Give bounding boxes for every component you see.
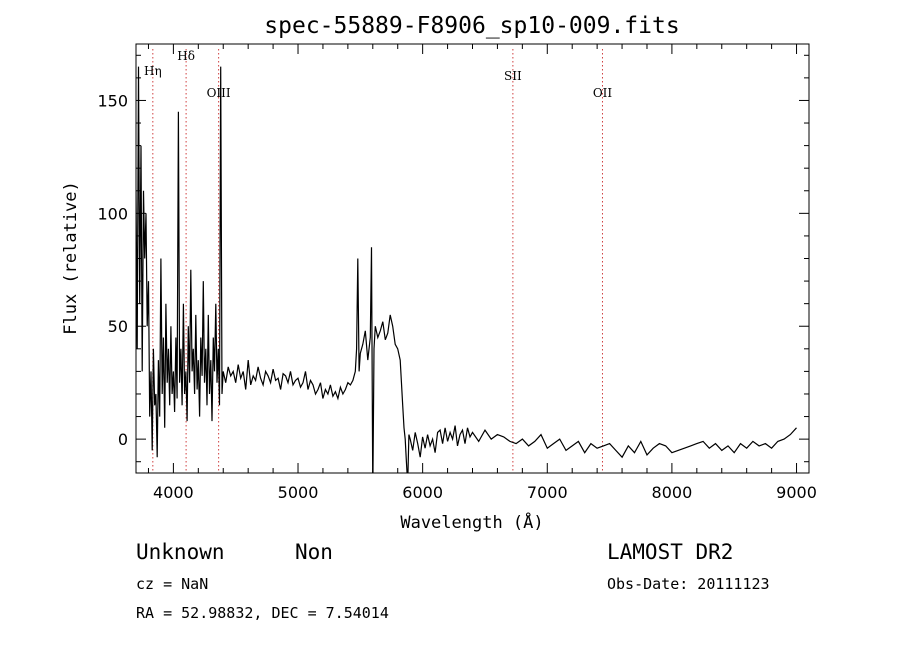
x-tick-label: 5000 [278, 483, 319, 502]
y-tick-label: 0 [118, 430, 128, 449]
x-tick-label: 9000 [776, 483, 817, 502]
x-tick-label: 4000 [153, 483, 194, 502]
coordinates: RA = 52.98832, DEC = 7.54014 [136, 604, 389, 622]
reference-lines: Hη Hδ OIII SII OII [144, 49, 612, 473]
x-tick-label: 8000 [652, 483, 693, 502]
spectrum-series [136, 66, 797, 473]
y-tick-label: 50 [108, 317, 128, 336]
y-tick-label: 100 [97, 204, 128, 223]
reference-line-label: Hη [144, 64, 162, 78]
x-axis-label: Wavelength (Å) [400, 511, 543, 533]
reference-line-label: OIII [207, 86, 231, 100]
subclass-label: Non [295, 540, 333, 564]
chart-title: spec-55889-F8906_sp10-009.fits [264, 13, 679, 39]
y-tick-label: 150 [97, 91, 128, 110]
axis-tick-labels: 4000 5000 6000 7000 8000 9000 0 50 100 150 [97, 91, 816, 502]
spectrum-line [136, 66, 797, 473]
reference-line-label: SII [504, 69, 522, 83]
axis-ticks [136, 44, 809, 473]
x-tick-label: 7000 [527, 483, 568, 502]
cz-value: cz = NaN [136, 575, 209, 593]
y-axis-label: Flux (relative) [61, 181, 81, 335]
x-tick-label: 6000 [402, 483, 443, 502]
reference-line-label: OII [593, 86, 613, 100]
obs-date: Obs-Date: 20111123 [607, 575, 770, 593]
class-label: Unknown [136, 540, 225, 564]
plot-frame [135, 43, 810, 474]
survey-label: LAMOST DR2 [607, 540, 734, 564]
reference-line-label: Hδ [177, 49, 195, 63]
